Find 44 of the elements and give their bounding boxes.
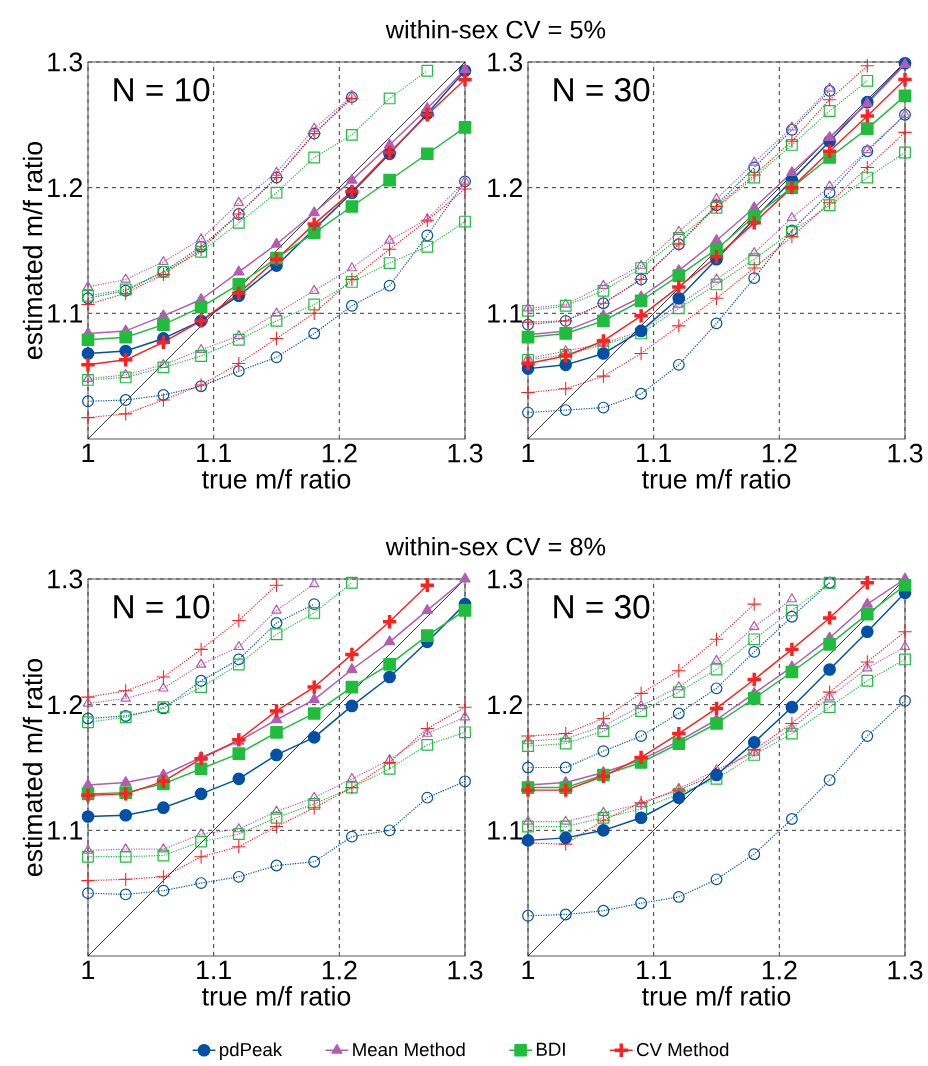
y-tick-label: 1.3 <box>488 569 523 589</box>
y-tick-label: 1.1 <box>488 821 522 840</box>
x-axis-title: true m/f ratio <box>202 986 351 1006</box>
legend-label: pdPeak <box>220 1042 283 1060</box>
y-axis-title: estimated m/f ratio <box>22 141 43 360</box>
y-tick-label: 1.2 <box>48 695 82 714</box>
y-tick-label: 1.1 <box>48 304 82 323</box>
y-tick-label: 1.1 <box>488 304 523 323</box>
x-axis-title: true m/f ratio <box>642 469 791 489</box>
y-tick-label: 1.3 <box>48 569 83 589</box>
x-tick-label: 1.1 <box>197 443 231 463</box>
annotation: N = 30 <box>554 595 650 619</box>
y-tick-label: 1.3 <box>48 52 83 72</box>
x-tick-label: 1.2 <box>762 443 797 463</box>
x-tick-label: 1.1 <box>637 960 671 980</box>
legend-label: BDI <box>536 1042 565 1056</box>
legend-label: CV Method <box>637 1042 729 1057</box>
x-tick-label: 1.3 <box>888 443 923 463</box>
annotation: N = 30 <box>554 78 650 102</box>
x-tick-label: 1 <box>82 443 95 463</box>
x-tick-label: 1 <box>82 960 95 980</box>
x-tick-label: 1 <box>522 443 535 463</box>
chart-title: within-sex CV = 8% <box>385 537 606 556</box>
x-tick-label: 1.2 <box>762 960 797 980</box>
annotation: N = 10 <box>114 595 210 619</box>
x-axis-title: true m/f ratio <box>642 986 791 1006</box>
x-tick-label: 1.3 <box>448 443 483 463</box>
x-tick-label: 1.2 <box>322 960 357 980</box>
x-tick-label: 1.1 <box>197 960 231 980</box>
y-tick-label: 1.1 <box>48 821 82 840</box>
legend-label: Mean Method <box>353 1042 465 1057</box>
y-tick-label: 1.3 <box>488 52 523 72</box>
x-tick-label: 1.1 <box>637 443 671 463</box>
y-axis-title: estimated m/f ratio <box>22 658 43 877</box>
x-tick-label: 1 <box>522 960 535 980</box>
x-tick-label: 1.3 <box>448 960 483 980</box>
y-tick-label: 1.2 <box>488 178 522 197</box>
y-tick-label: 1.2 <box>48 178 82 197</box>
y-tick-label: 1.2 <box>488 695 522 714</box>
x-axis-title: true m/f ratio <box>202 469 351 489</box>
chart-title: within-sex CV = 5% <box>385 20 606 39</box>
annotation: N = 10 <box>114 78 210 102</box>
x-tick-label: 1.3 <box>888 960 923 980</box>
x-tick-label: 1.2 <box>322 443 357 463</box>
